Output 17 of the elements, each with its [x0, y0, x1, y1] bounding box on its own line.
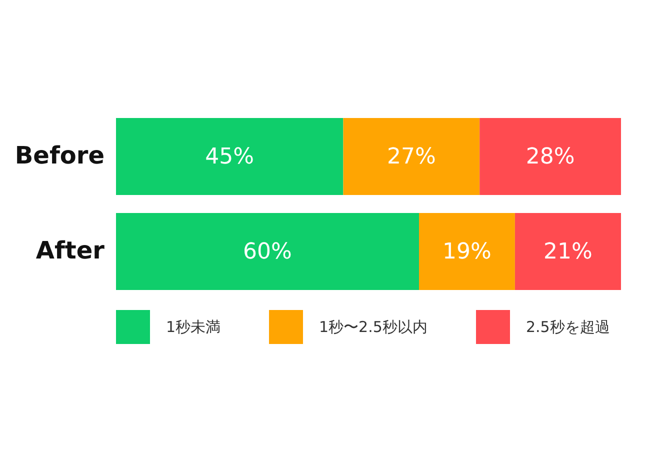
- bar: [343, 118, 480, 195]
- bar: [480, 118, 621, 195]
- data-label: 27%: [386, 144, 436, 170]
- data-label: 21%: [544, 240, 592, 265]
- legend-label: 1秒未満: [166, 318, 221, 336]
- data-label: 60%: [243, 240, 292, 265]
- y-tick-label: After: [36, 236, 105, 265]
- legend-label: 1秒〜2.5秒以内: [319, 318, 428, 336]
- legend-label: 2.5秒を超過: [526, 318, 610, 336]
- bar: [116, 118, 344, 195]
- bar: [514, 213, 621, 290]
- y-tick-label: Before: [14, 141, 104, 170]
- bar: [419, 213, 515, 290]
- bar: [116, 213, 419, 290]
- data-label: 28%: [526, 144, 575, 170]
- data-label: 45%: [205, 144, 254, 170]
- data-label: 19%: [442, 240, 492, 265]
